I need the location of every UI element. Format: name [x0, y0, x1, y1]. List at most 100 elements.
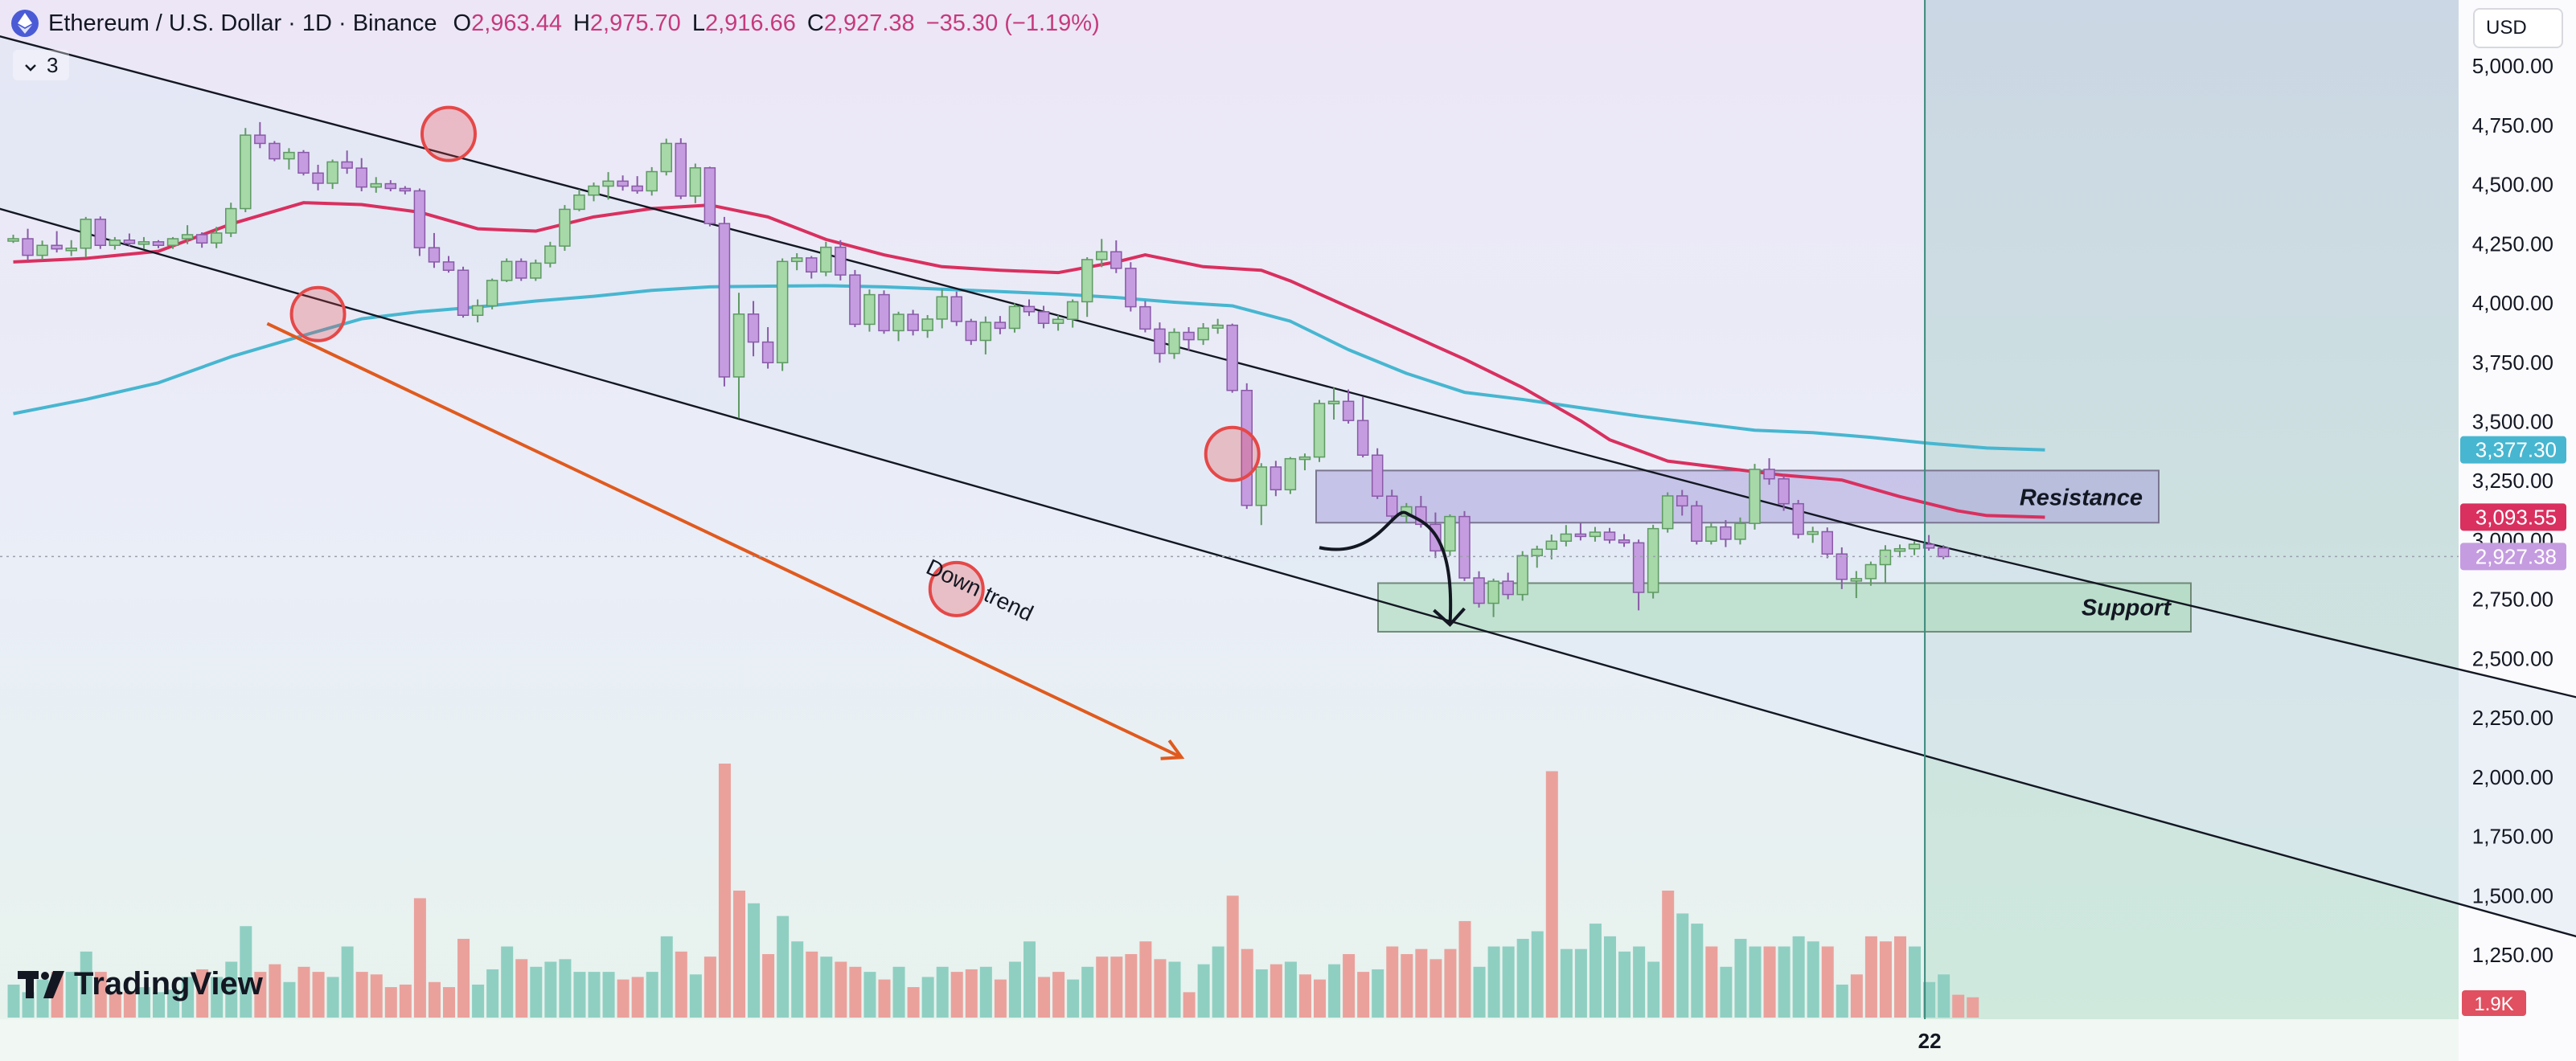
- volume-bar: [1052, 972, 1065, 1018]
- volume-bar: [1487, 946, 1500, 1018]
- volume-bar: [501, 946, 514, 1018]
- volume-bar: [1531, 931, 1544, 1018]
- volume-bar: [80, 951, 92, 1018]
- volume-bar: [1226, 895, 1239, 1018]
- volume-bar: [1836, 984, 1848, 1018]
- candle-body: [137, 241, 150, 245]
- candle-body: [1008, 305, 1021, 330]
- low-value: 2,916.66: [704, 10, 796, 36]
- volume-bar: [225, 961, 238, 1018]
- candle-body: [703, 167, 716, 224]
- volume-bar: [240, 926, 252, 1018]
- candle-body: [413, 190, 426, 248]
- candle-body: [1850, 578, 1863, 582]
- volume-bar: [370, 974, 383, 1018]
- volume-bar: [965, 969, 978, 1018]
- candle-body: [442, 261, 455, 271]
- volume-bar: [1763, 946, 1776, 1018]
- candle-body: [1763, 469, 1775, 480]
- candle-body: [225, 207, 237, 234]
- volume-bar: [733, 891, 745, 1018]
- volume-bar: [835, 961, 847, 1018]
- volume-bar: [123, 992, 136, 1018]
- volume-bar: [1894, 936, 1906, 1018]
- volume-bar: [1647, 961, 1660, 1018]
- volume-bar: [1284, 961, 1297, 1018]
- candle-body: [1371, 454, 1384, 498]
- highlight-circle: [1204, 425, 1261, 482]
- candle-body: [602, 180, 614, 187]
- candle-body: [1125, 268, 1137, 308]
- indicators-toggle[interactable]: 3: [13, 50, 70, 80]
- volume-bar: [1110, 957, 1123, 1018]
- y-tick-label: 2,500.00: [2472, 646, 2553, 670]
- volume-bar: [283, 981, 296, 1018]
- tradingview-logo[interactable]: TradingView: [18, 966, 263, 1002]
- candle-body: [1705, 526, 1717, 543]
- candle-body: [1342, 400, 1355, 421]
- candle-body: [1778, 477, 1790, 505]
- candle-body: [1473, 577, 1485, 604]
- volume-bar: [573, 972, 586, 1018]
- volume-bar: [777, 916, 790, 1018]
- volume-bar: [1952, 994, 1965, 1018]
- volume-bar: [878, 979, 891, 1018]
- candle-body: [1444, 515, 1456, 552]
- volume-bar: [22, 992, 35, 1018]
- volume-bar: [254, 972, 267, 1018]
- volume-bar: [1589, 924, 1602, 1018]
- ma-slow-line: [13, 284, 2045, 452]
- symbol-title[interactable]: Ethereum / U.S. Dollar · 1D · Binance: [48, 10, 437, 36]
- volume-bar: [1618, 951, 1631, 1018]
- tradingview-icon: [18, 970, 66, 998]
- volume-bar: [675, 951, 687, 1018]
- candle-body: [617, 180, 629, 187]
- candle-body: [544, 245, 556, 264]
- volume-bar: [1357, 972, 1370, 1018]
- currency-select[interactable]: USD: [2473, 8, 2563, 48]
- candle-body: [1720, 526, 1732, 540]
- volume-bar: [748, 903, 761, 1018]
- candle-body: [1502, 580, 1514, 596]
- forecast-arrowhead: [1433, 607, 1466, 627]
- candle-body: [1487, 580, 1499, 604]
- volume-bar: [1676, 913, 1689, 1018]
- change-value: −35.30 (−1.19%): [925, 10, 1100, 36]
- candle-body: [1110, 251, 1122, 269]
- candle-body: [1270, 466, 1282, 491]
- candle-body: [94, 219, 107, 246]
- volume-bar: [153, 992, 165, 1018]
- y-tick-label: 4,500.00: [2472, 173, 2553, 197]
- candle-body: [240, 134, 252, 210]
- candle-body: [732, 313, 745, 378]
- candle-body: [1676, 495, 1688, 507]
- volume-label-bg: [2462, 990, 2526, 1016]
- volume-bar: [1502, 946, 1515, 1018]
- resistance-label: Resistance: [2020, 485, 2143, 510]
- candle-body: [7, 238, 19, 242]
- y-tick-label: 4,000.00: [2472, 291, 2553, 315]
- volume-bar: [1458, 920, 1471, 1018]
- candle-body: [863, 293, 876, 326]
- volume-bar: [907, 987, 920, 1018]
- candle-body: [254, 134, 266, 145]
- volume-bar: [1328, 964, 1341, 1018]
- candle-body: [1589, 531, 1602, 538]
- candle-body: [790, 257, 803, 263]
- ohlc-values: O2,963.44 H2,975.70 L2,916.66 C2,927.38 …: [453, 10, 1100, 37]
- candle-body: [1386, 495, 1398, 517]
- volume-bar: [1967, 997, 1979, 1018]
- volume-bar: [1125, 954, 1138, 1018]
- volume-bar: [1662, 891, 1675, 1018]
- candle-body: [1734, 522, 1746, 540]
- volume-bar: [863, 972, 876, 1018]
- volume-bar: [1298, 974, 1311, 1018]
- volume-bar: [979, 966, 992, 1018]
- low-label: L: [691, 10, 705, 36]
- support-label: Support: [2082, 595, 2172, 621]
- candle-body: [1545, 540, 1558, 551]
- down-trend-arrowhead: [1160, 739, 1185, 760]
- y-tick-label: 2,000.00: [2472, 765, 2553, 789]
- volume-bar: [1473, 966, 1486, 1018]
